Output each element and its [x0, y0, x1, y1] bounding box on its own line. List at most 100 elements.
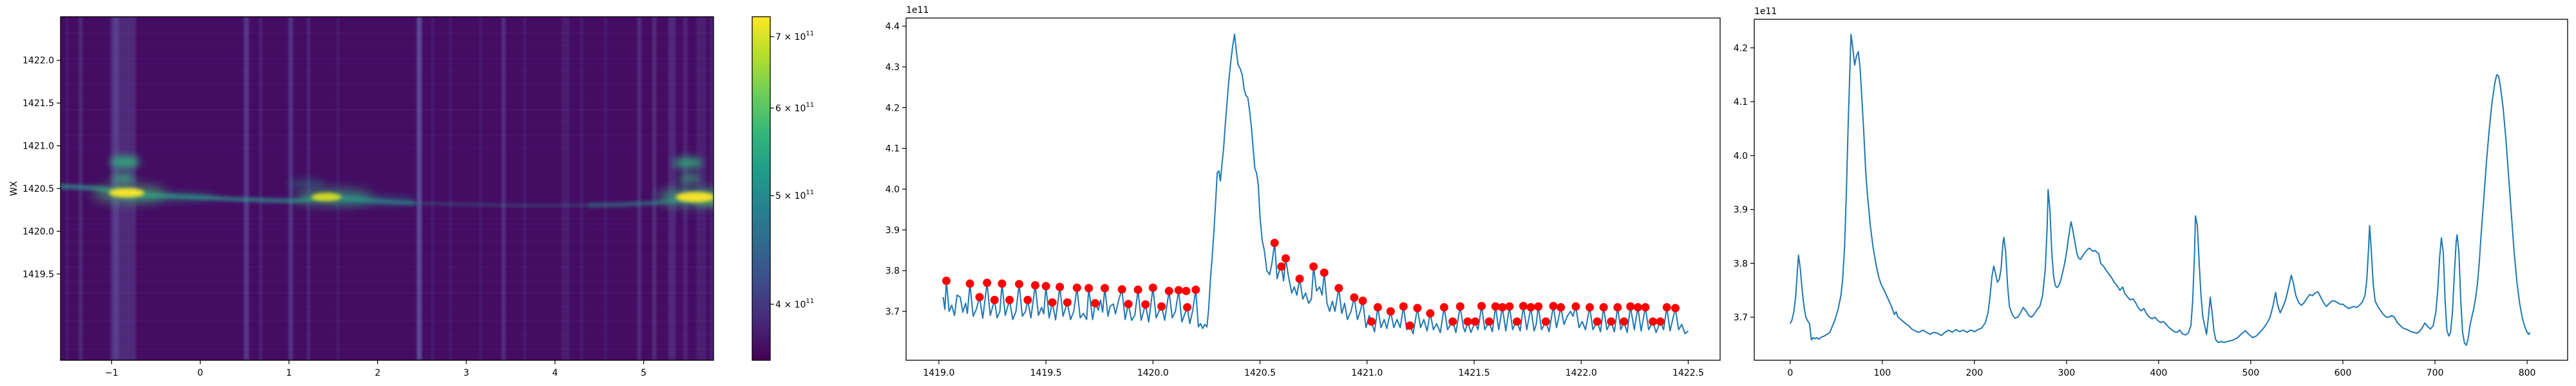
colorbar-exponent: 11: [806, 30, 814, 37]
x-tick-label: 100: [1873, 368, 1891, 378]
heatmap-rfi-stripe: [580, 17, 583, 360]
heatmap-emission-blob: [676, 192, 714, 203]
heatmap-ylabel: WX: [9, 181, 19, 196]
heatmap-emission-blob: [672, 156, 703, 169]
y-tick-label: 1421.0: [23, 142, 54, 152]
detected-peak-marker: [1413, 304, 1422, 313]
heatmap-row-band: [61, 69, 714, 71]
full-offset-label: 1e11: [1754, 6, 1777, 17]
detected-peak-marker: [1117, 285, 1126, 294]
y-tick-label: 4.2: [1734, 43, 1748, 53]
heatmap-row-band: [61, 121, 714, 123]
x-tick-label: 400: [2150, 368, 2168, 378]
detected-peak-marker: [975, 293, 984, 302]
heatmap-row-band: [61, 335, 714, 336]
detected-peak-marker: [1526, 303, 1535, 312]
detected-peak-marker: [1620, 317, 1629, 326]
y-tick-label: 4.0: [886, 185, 900, 195]
spectrum-zoom-panel: 1419.0 1419.5 1420.0 1420.5 1421.0 1421.5 1422…: [886, 17, 1721, 378]
detected-peak-marker: [1656, 317, 1665, 326]
detected-peak-marker: [1386, 307, 1395, 316]
y-tick-label: 4.4: [886, 22, 900, 32]
detected-peak-marker: [1512, 317, 1521, 326]
heatmap-rfi-stripe: [259, 17, 263, 360]
detected-peak-marker: [1148, 283, 1157, 292]
heatmap-image: [61, 17, 714, 360]
heatmap-emission-blob: [311, 192, 341, 201]
detected-peak-marker: [1534, 302, 1543, 311]
detected-peak-marker: [1426, 309, 1435, 318]
x-tick-label: 1: [286, 368, 292, 378]
detected-peak-marker: [1183, 303, 1192, 312]
detected-peak-marker: [1084, 284, 1094, 293]
detected-peak-marker: [983, 279, 992, 288]
detected-peak-marker: [1519, 302, 1528, 311]
y-tick-label: 4.3: [886, 62, 900, 73]
detected-peak-marker: [1072, 283, 1081, 292]
x-tick-label: 800: [2519, 368, 2536, 378]
detected-peak-marker: [1191, 285, 1200, 294]
heatmap-row-band: [61, 109, 714, 111]
detected-peak-marker: [1455, 302, 1464, 311]
heatmap-rfi-stripe: [479, 17, 482, 360]
detected-peak-marker: [1157, 302, 1166, 311]
y-tick-label: 3.8: [1734, 259, 1748, 269]
detected-peak-marker: [1030, 280, 1039, 290]
detected-peak-marker: [1484, 317, 1493, 326]
detected-peak-marker: [990, 295, 999, 304]
detected-peak-marker: [1358, 297, 1367, 306]
colorbar-exponent: 11: [806, 102, 814, 109]
heatmap-row-band: [61, 147, 714, 149]
heatmap-rfi-stripe: [668, 17, 676, 360]
heatmap-rfi-stripe: [449, 17, 452, 360]
detected-peak-marker: [1005, 295, 1014, 304]
detected-peak-marker: [1015, 280, 1024, 289]
detected-peak-marker: [1405, 321, 1414, 330]
detected-peak-marker: [1174, 286, 1183, 295]
heatmap-emission-blob: [678, 174, 701, 183]
heatmap-rfi-stripe: [637, 17, 641, 360]
detected-peak-marker: [942, 277, 951, 285]
y-tick-label: 1420.0: [23, 226, 54, 237]
x-tick-label: 700: [2427, 368, 2444, 378]
detected-peak-marker: [1334, 284, 1343, 293]
detected-peak-marker: [1671, 304, 1680, 313]
detected-peak-marker: [1309, 262, 1318, 271]
colorbar-tick-label: 4 × 1011: [775, 298, 814, 310]
x-tick-label: 4: [552, 368, 558, 378]
detected-peak-marker: [1281, 254, 1290, 263]
heatmap-rfi-stripe: [431, 17, 434, 360]
heatmap-emission-trace: [412, 201, 592, 208]
y-tick-label: 1420.5: [23, 184, 54, 194]
detected-peak-marker: [1599, 303, 1608, 312]
x-tick-label: 300: [2058, 368, 2076, 378]
heatmap-row-band: [61, 95, 714, 97]
detected-peak-marker: [1662, 303, 1671, 312]
heatmap-row-band: [61, 306, 714, 308]
heatmap-emission-blob: [120, 192, 218, 201]
detected-peak-marker: [1124, 300, 1133, 309]
y-tick-label: 3.8: [886, 266, 900, 277]
detected-peak-marker: [1367, 317, 1376, 326]
axes-frame: [1754, 19, 2568, 361]
detected-peak-marker: [1056, 282, 1065, 291]
y-tick-label: 1421.5: [23, 98, 54, 109]
detected-peak-marker: [1586, 303, 1595, 312]
heatmap-row-band: [61, 217, 714, 219]
detected-peak-marker: [1633, 303, 1642, 312]
detected-peak-marker: [1613, 303, 1622, 312]
detected-peak-marker: [998, 279, 1007, 288]
heatmap-rfi-stripe: [523, 17, 526, 360]
axes-frame: [60, 16, 714, 361]
detected-peak-marker: [1649, 317, 1658, 326]
heatmap-emission-blob: [111, 174, 135, 183]
y-tick-label: 4.0: [1734, 151, 1748, 161]
x-tick-label: −1: [105, 368, 118, 378]
x-tick-label: 1420.0: [1137, 368, 1169, 378]
detected-peak-marker: [1477, 302, 1486, 311]
colorbar: 4 × 1011 5 × 1011 6 × 1011 7 × 1011: [752, 16, 814, 361]
spectrum-full-panel: 0 100 200 300 400 500 600 700 800 3.7 3.8 3.9 4.0 4.1…: [1734, 19, 2568, 378]
heatmap-rfi-stripe: [307, 17, 310, 360]
heatmap-row-band: [61, 134, 714, 136]
x-tick-label: 2: [375, 368, 381, 378]
